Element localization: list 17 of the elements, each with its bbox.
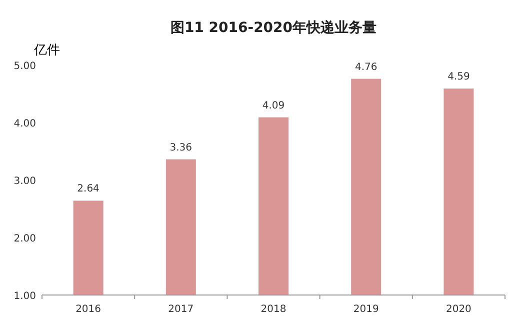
data-label: 4.09 xyxy=(262,100,285,112)
y-tick-label: 5.00 xyxy=(14,61,36,72)
chart-title: 图11 2016-2020年快递业务量 xyxy=(170,19,377,36)
data-label: 2.64 xyxy=(77,184,100,195)
x-tick-label: 2020 xyxy=(446,304,472,315)
x-tick-label: 2019 xyxy=(353,304,379,315)
data-label: 4.59 xyxy=(448,72,470,83)
data-label: 4.76 xyxy=(354,62,378,73)
y-tick-label: 3.00 xyxy=(14,176,36,187)
x-tick-label: 2017 xyxy=(168,304,194,315)
y-tick-label: 2.00 xyxy=(14,234,36,244)
y-axis-title: 亿件 xyxy=(33,43,60,58)
data-label: 3.36 xyxy=(170,142,192,154)
x-tick-label: 2016 xyxy=(76,304,102,315)
y-tick-label: 4.00 xyxy=(14,118,36,130)
x-tick-label: 2018 xyxy=(260,304,286,315)
y-tick-label: 1.00 xyxy=(14,291,36,302)
